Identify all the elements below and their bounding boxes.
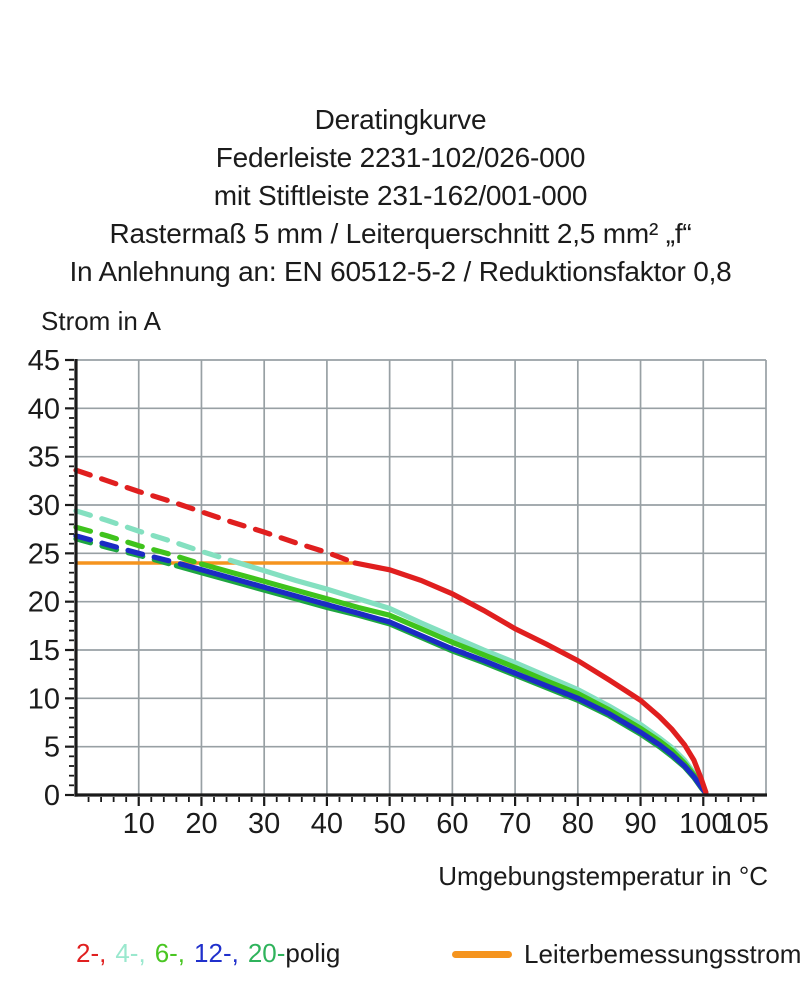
gridlines [76,359,767,795]
svg-text:0: 0 [44,780,60,812]
svg-text:100: 100 [679,808,727,840]
svg-text:35: 35 [28,442,60,474]
title-line-4: Rastermaß 5 mm / Leiterquerschnitt 2,5 m… [109,218,692,249]
svg-text:30: 30 [248,808,280,840]
svg-text:40: 40 [311,808,343,840]
rated-current-label: Leiterbemessungsstrom [524,938,801,969]
svg-text:10: 10 [123,808,155,840]
series-12-polig [73,533,709,796]
svg-text:70: 70 [499,808,531,840]
svg-text:105: 105 [720,808,768,840]
svg-text:30: 30 [28,490,60,522]
svg-text:20: 20 [185,808,217,840]
svg-text:80: 80 [562,808,594,840]
svg-text:10: 10 [28,683,60,715]
legend-suffix-polig: polig [285,938,341,968]
svg-text:25: 25 [28,538,60,570]
legend-item-6-polig: 6-, [154,938,186,968]
svg-text:20: 20 [28,587,60,619]
svg-text:45: 45 [28,345,60,377]
legend-pole-counts: 2-, 4-, 6-, 12-, 20-polig [76,938,340,969]
axes [74,359,767,797]
legend-item-4-polig: 4-, [115,938,146,968]
legend-item-12-polig: 12-, [194,938,239,968]
svg-text:90: 90 [624,808,656,840]
title-line-1: Deratingkurve [314,104,487,135]
svg-text:40: 40 [28,393,60,425]
y-axis-title: Strom in A [41,306,161,336]
axis-ticks [65,358,755,806]
rated-current-swatch [452,950,512,958]
y-tick-labels: 0 5 10 15 20 25 30 35 40 45 [28,345,60,812]
svg-text:5: 5 [44,732,60,764]
x-axis-title: Umgebungstemperatur in °C [438,861,768,891]
legend-item-2-polig: 2-, [76,938,107,968]
legend: 2-, 4-, 6-, 12-, 20-polig Leiterbemessungsst… [0,936,801,972]
chart-title-block: Deratingkurve Federleiste 2231-102/026-0… [0,101,801,291]
series-6-polig [73,524,709,796]
legend-item-20-polig: 20- [247,938,286,968]
title-line-2: Federleiste 2231-102/026-000 [215,142,586,173]
series-2-polig [73,467,709,795]
title-line-3: mit Stiftleiste 231-162/001-000 [213,180,588,211]
legend-rated-current: Leiterbemessungsstrom [452,936,801,972]
svg-text:50: 50 [374,808,406,840]
title-line-5: In Anlehnung an: EN 60512-5-2 / Reduktio… [69,256,732,287]
svg-text:60: 60 [436,808,468,840]
series-20-polig [73,536,709,796]
svg-text:15: 15 [28,635,60,667]
